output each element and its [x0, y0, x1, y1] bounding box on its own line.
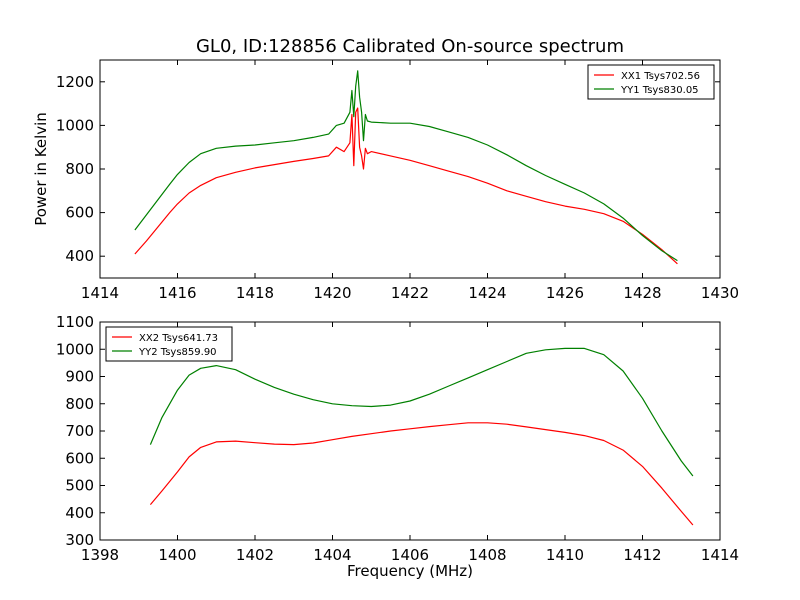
y-tick-label: 300	[65, 531, 94, 549]
y-tick-label: 600	[65, 449, 94, 467]
x-tick-label: 1404	[313, 546, 351, 564]
x-tick-label: 1422	[391, 284, 429, 302]
figure-title: GL0, ID:128856 Calibrated On-source spec…	[196, 36, 624, 57]
series-line-1-2	[134, 70, 678, 262]
y-tick-label: 500	[65, 477, 94, 495]
legend-box	[105, 326, 233, 362]
x-tick-label: 1400	[158, 546, 196, 564]
y-tick-label: 800	[65, 395, 94, 413]
y-tick-label: 1000	[56, 116, 94, 134]
x-tick-label: 1410	[546, 546, 584, 564]
y-tick-label: 800	[65, 160, 94, 178]
x-tick-label: 1420	[313, 284, 351, 302]
series-line-1-1	[134, 107, 678, 265]
x-tick-label: 1406	[391, 546, 429, 564]
bottom-axes: 1398 1400 1402 1404 1406 1408 1410 1412 1414 300 4…	[56, 313, 739, 564]
series-line-2-1	[149, 422, 694, 526]
legend-label: YY1 Tsys830.05	[620, 85, 699, 96]
y-tick-label: 1100	[56, 313, 94, 331]
x-tick-label: 1414	[81, 284, 119, 302]
series-line-2-2	[149, 347, 694, 477]
x-tick-label: 1408	[468, 546, 506, 564]
x-tick-label: 1430	[701, 284, 739, 302]
x-tick-label: 1424	[468, 284, 506, 302]
y-tick-label: 1200	[56, 73, 94, 91]
top-axes: 1414 1416 1418 1420 1422 1424 1426 1428 1430 400 6…	[32, 59, 739, 302]
x-tick-label: 1416	[158, 284, 196, 302]
x-axis-label: Frequency (MHz)	[347, 562, 473, 580]
x-tick-label: 1418	[236, 284, 274, 302]
y-tick-label: 400	[65, 247, 94, 265]
y-axis-label: Power in Kelvin	[32, 112, 50, 226]
y-tick-label: 400	[65, 504, 94, 522]
legend-box	[587, 64, 715, 100]
x-tick-label: 1428	[623, 284, 661, 302]
y-tick-label: 700	[65, 422, 94, 440]
x-tick-label: 1414	[701, 546, 739, 564]
x-tick-label: 1398	[81, 546, 119, 564]
x-tick-label: 1412	[623, 546, 661, 564]
x-tick-label: 1426	[546, 284, 584, 302]
x-tick-label: 1402	[236, 546, 274, 564]
legend-label: XX1 Tsys702.56	[621, 71, 700, 82]
legend-label: YY2 Tsys859.90	[138, 347, 217, 358]
legend-label: XX2 Tsys641.73	[139, 333, 218, 344]
y-tick-label: 1000	[56, 340, 94, 358]
y-tick-label: 900	[65, 368, 94, 386]
y-tick-label: 600	[65, 204, 94, 222]
